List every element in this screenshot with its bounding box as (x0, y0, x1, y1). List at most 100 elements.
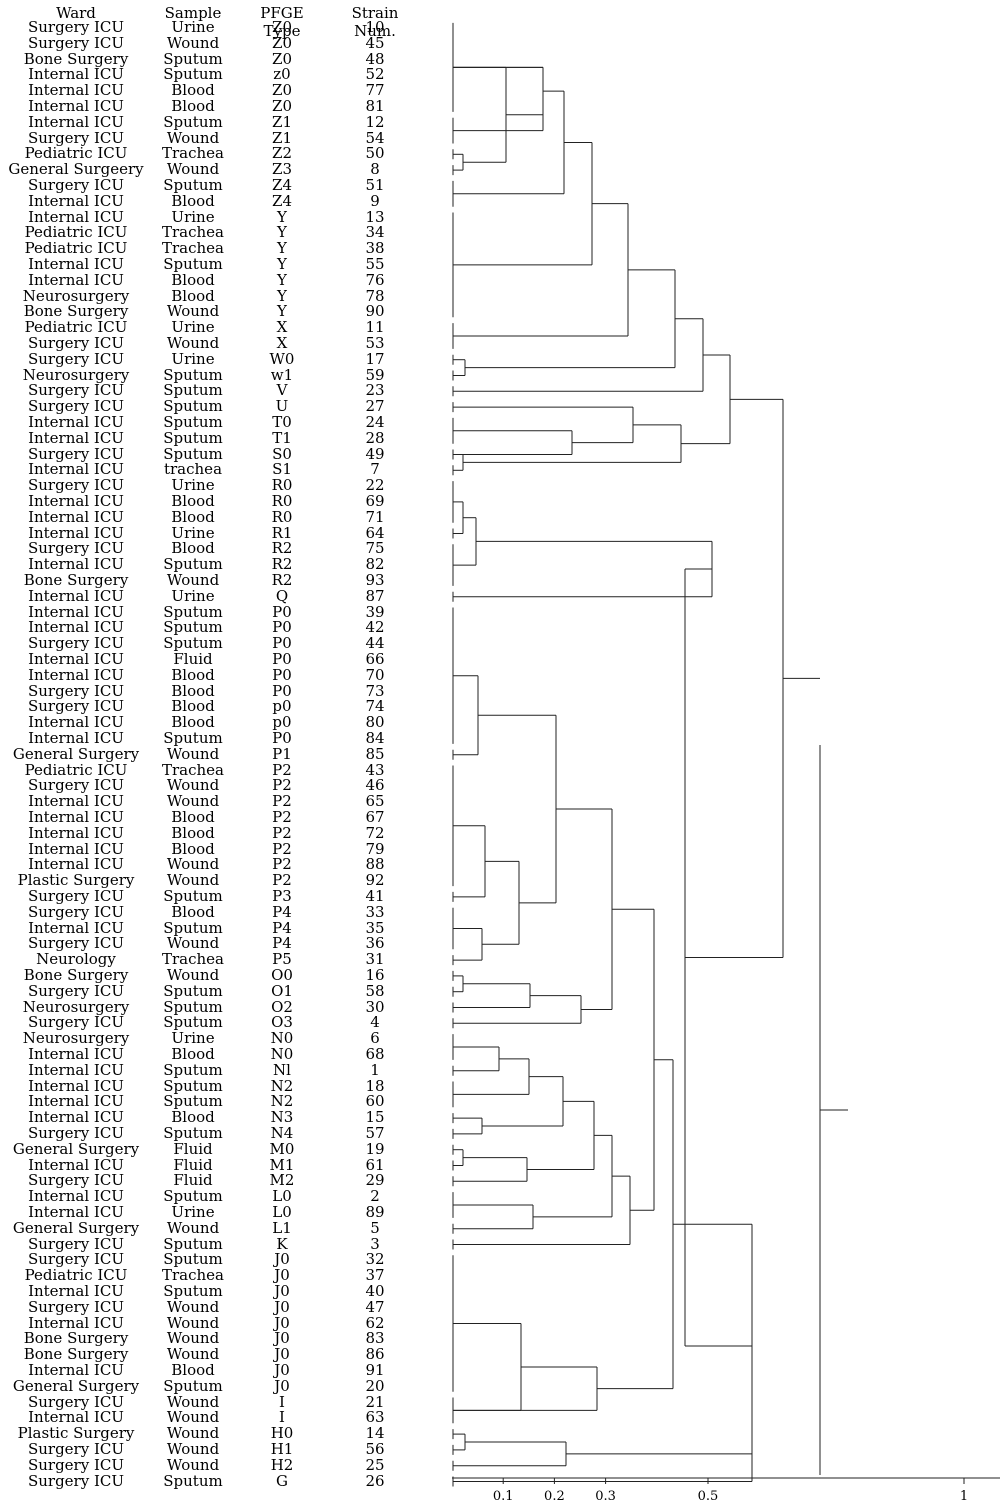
strain-num-cell: 3 (370, 1234, 380, 1253)
sample-header: Sample (164, 4, 222, 22)
scale-tick-label: 0.2 (544, 1489, 565, 1504)
ward-cell: Internal ICU (28, 792, 124, 811)
table-row: Internal ICU Sputum L0 2 (0, 1188, 440, 1205)
ward-cell: Surgery ICU (27, 681, 125, 700)
table-row: Neurosurgery Urine N0 6 (0, 1029, 440, 1048)
sample-cell: Sputum (163, 618, 223, 637)
sample-cell: Blood (171, 681, 215, 700)
table-row: Plastic Surgery Wound H0 14 (0, 1425, 440, 1442)
table-row: Internal ICU Blood P2 67 (0, 808, 440, 826)
pfge-type-cell: z0 (273, 65, 291, 84)
sample-cell: Urine (171, 1203, 215, 1221)
sample-cell: Sputum (163, 397, 223, 416)
sample-cell: Blood (171, 1045, 215, 1063)
strain-num-cell: 18 (365, 1076, 385, 1095)
sample-cell: Sputum (163, 887, 223, 905)
ward-cell: Internal ICU (28, 713, 124, 732)
strain-num-cell: 72 (365, 823, 385, 842)
pfge-type-cell: M1 (269, 1155, 295, 1174)
ward-cell: Surgery ICU (27, 1440, 125, 1458)
ward-cell: Internal ICU (28, 492, 124, 510)
strain-num-cell: 78 (365, 286, 385, 305)
ward-cell: Internal ICU (28, 586, 124, 605)
pfge-type-cell: P0 (272, 602, 292, 621)
sample-cell: Wound (166, 1297, 220, 1316)
sample-cell: Sputum (163, 918, 223, 937)
pfge-type-cell: K (276, 1234, 288, 1253)
table-row: Bone Surgery Wound Y 90 (0, 304, 440, 320)
table-row: Internal ICU Wound I 63 (0, 1410, 440, 1426)
sample-cell: Urine (171, 349, 215, 368)
strain-num-cell: 67 (365, 808, 385, 826)
table-row: Surgery ICU Wound J0 47 (0, 1297, 440, 1316)
pfge-type-cell: O2 (271, 997, 293, 1016)
pfge-type-cell: P2 (272, 823, 292, 842)
table-row: Internal ICU Wound P2 88 (0, 857, 440, 873)
pfge-type-cell: J0 (274, 1282, 290, 1300)
ward-cell: Internal ICU (28, 602, 124, 621)
ward-cell: Internal ICU (28, 97, 124, 115)
table-row: Internal ICU Blood P0 70 (0, 665, 440, 684)
table-row: Internal ICU Sputum P0 42 (0, 620, 440, 636)
sample-cell: Wound (166, 1313, 220, 1332)
strain-num-cell: 37 (365, 1266, 385, 1285)
sample-cell: Wound (166, 855, 220, 874)
ward-cell: Surgery ICU (27, 934, 125, 953)
ward-cell: Surgery ICU (27, 18, 125, 36)
table-row: Surgery ICU Wound X 53 (0, 335, 440, 352)
sample-cell: Blood (171, 839, 215, 858)
sample-cell: Urine (171, 1029, 215, 1048)
pfge-type-cell: Z2 (272, 144, 292, 163)
pfge-type-cell: Z3 (272, 160, 292, 179)
pfge-type-cell: Nl (273, 1060, 291, 1079)
strain-num-cell: 8 (370, 160, 380, 179)
strain-num-cell: 13 (365, 207, 385, 226)
strain-num-cell: 69 (365, 492, 385, 510)
pfge-type-cell: T0 (272, 413, 292, 431)
sample-cell: Wound (166, 1440, 220, 1458)
strain-num-cell: 70 (365, 665, 385, 684)
pfge-type-cell: Z1 (272, 112, 292, 131)
strain-num-cell: 83 (365, 1329, 385, 1348)
pfge-type-cell: O1 (271, 981, 293, 1000)
ward-cell: Internal ICU (28, 855, 124, 874)
strain-num-cell: 88 (365, 855, 385, 874)
pfge-type-cell: w1 (270, 365, 294, 384)
table-row: Pediatric ICU Trachea Z2 50 (0, 146, 440, 162)
table-row: Bone Surgery Wound O0 16 (0, 967, 440, 984)
strain-num-cell: 54 (365, 128, 385, 147)
table-row: Surgery ICU Sputum S0 49 (0, 444, 440, 463)
pfge-type-cell: Z0 (272, 18, 292, 36)
strain-num-cell: 64 (365, 523, 385, 542)
sample-cell: Urine (171, 18, 215, 36)
ward-cell: Pediatric ICU (24, 760, 128, 779)
strain-num-cell: 76 (365, 270, 385, 289)
pfge-type-cell: S0 (272, 444, 292, 463)
pfge-type-cell: O3 (271, 1013, 293, 1032)
pfge-type-cell: P2 (272, 776, 292, 795)
table-row: Surgery ICU Sputum G 26 (0, 1471, 440, 1490)
strain-num-cell: 26 (365, 1471, 385, 1490)
sample-cell: Sputum (163, 444, 223, 463)
table-row: Internal ICU Sputum z0 52 (0, 67, 440, 83)
strain-num-cell: 36 (365, 934, 385, 953)
pfge-type-cell: R0 (271, 507, 293, 526)
sample-cell: Blood (171, 1108, 215, 1127)
pfge-type-cell: Y (277, 223, 287, 242)
ward-cell: Internal ICU (28, 255, 124, 273)
sample-cell: Fluid (173, 650, 213, 668)
ward-cell: Surgery ICU (27, 1234, 125, 1253)
strain-num-cell: 65 (365, 792, 385, 811)
pfge-type-cell: P4 (272, 902, 292, 921)
table-row: Surgery ICU Sputum U 27 (0, 397, 440, 416)
table-row: Internal ICU Blood Z0 81 (0, 97, 440, 115)
pfge-type-cell: S1 (272, 460, 292, 479)
sample-cell: Blood (171, 286, 215, 305)
ward-cell: Internal ICU (28, 65, 124, 84)
sample-cell: Trachea (162, 950, 224, 969)
ward-cell: Internal ICU (28, 1076, 124, 1095)
ward-cell: Internal ICU (28, 1313, 124, 1332)
ward-cell: Surgery ICU (27, 981, 125, 1000)
table-row: Surgery ICU Sputum O1 58 (0, 981, 440, 1000)
strain-num-cell: 48 (365, 49, 385, 68)
